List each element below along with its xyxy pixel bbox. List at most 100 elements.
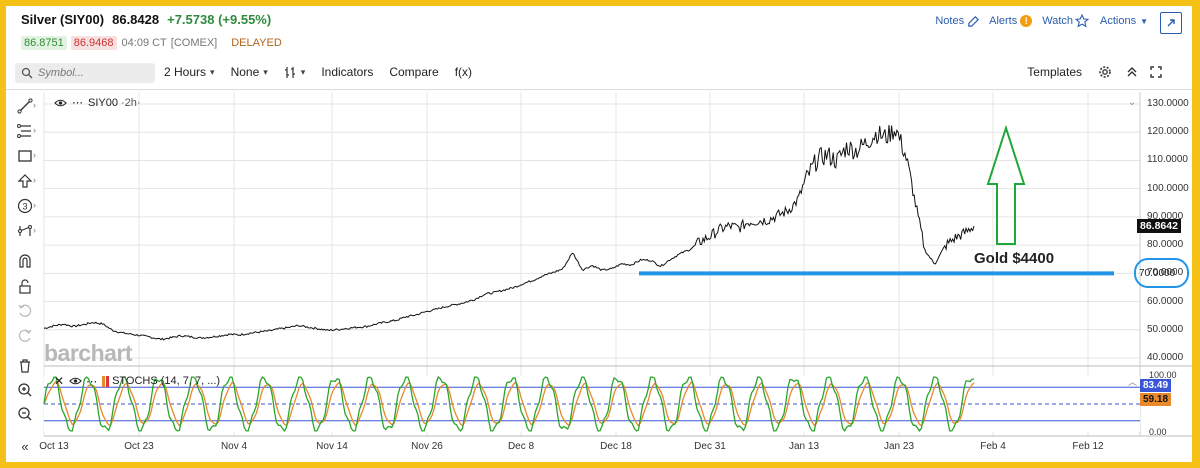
alerts-link[interactable]: Alerts !: [989, 15, 1033, 27]
price-change: +7.5738 (+9.55%): [167, 12, 272, 27]
time-axis-tick-label: Nov 26: [411, 441, 443, 452]
templates-button[interactable]: Templates: [1027, 65, 1082, 79]
undo-button[interactable]: [16, 302, 34, 320]
drawing-toolbar: › › › › 3 › › «: [6, 92, 40, 462]
svg-text:3: 3: [22, 202, 27, 212]
interval-select[interactable]: 2 Hours ▾: [164, 65, 215, 79]
symbol-input-placeholder: Symbol...: [38, 67, 84, 79]
alerts-label: Alerts: [989, 15, 1018, 27]
price-axis-tick-label: 130.0000: [1147, 98, 1189, 109]
chart-type-select[interactable]: ▾: [284, 66, 306, 79]
watch-link[interactable]: Watch: [1042, 14, 1089, 28]
chevron-down-icon: ▼: [1140, 16, 1148, 26]
ask-price: 86.9468: [70, 36, 117, 50]
eye-icon[interactable]: [69, 376, 82, 386]
trendline-icon: [17, 98, 33, 114]
zoom-in-icon: [18, 383, 32, 397]
price-axis-tick-label: 80.0000: [1147, 239, 1184, 251]
chart-app: Silver (SIY00) 86.8428 +7.5738 (+9.55%) …: [6, 6, 1192, 462]
header-actions: Notes Alerts ! Watch Actions ▼: [935, 14, 1148, 28]
redo-icon: [18, 329, 32, 342]
notes-label: Notes: [935, 15, 965, 27]
delete-drawings-button[interactable]: [16, 357, 34, 375]
stoch-axis-top: 100.00: [1149, 370, 1177, 380]
series-interval: ·2h·: [120, 96, 141, 109]
last-price-tag: 86.8642: [1137, 219, 1181, 233]
gear-icon[interactable]: [1098, 65, 1112, 79]
undo-icon: [18, 304, 32, 317]
fx-button[interactable]: f(x): [454, 65, 473, 79]
zoom-out-button[interactable]: [16, 405, 34, 423]
up-arrow-annotation: [986, 124, 1026, 245]
chevron-right-icon: ›: [33, 125, 36, 135]
arrow-up-icon: [17, 174, 33, 188]
shape-tool[interactable]: [16, 147, 34, 165]
pane-collapse-icon[interactable]: ⌄: [1128, 97, 1137, 108]
zoom-in-button[interactable]: [16, 381, 34, 399]
symbol-search[interactable]: Symbol...: [15, 63, 155, 83]
fibonacci-tool[interactable]: [16, 122, 34, 140]
close-icon[interactable]: ✕: [54, 374, 65, 388]
chevron-up-icon[interactable]: ︿: [1128, 377, 1138, 387]
collapse-up-icon[interactable]: [1126, 66, 1138, 78]
magnet-tool[interactable]: [16, 252, 34, 270]
time-axis-tick-label: Feb 4: [980, 441, 1006, 452]
star-icon: [1075, 14, 1089, 28]
fullscreen-icon[interactable]: [1150, 66, 1162, 78]
actions-label: Actions: [1100, 15, 1137, 27]
time-axis-tick-label: Dec 18: [600, 441, 632, 452]
indicator-color-swatch: [102, 375, 106, 387]
series-name: SIY00: [88, 96, 118, 109]
chevron-right-icon: ›: [33, 175, 36, 185]
edit-icon: [968, 15, 980, 27]
trash-icon: [20, 359, 30, 373]
more-options-icon[interactable]: ⋯: [86, 375, 98, 388]
eye-icon[interactable]: [54, 98, 67, 108]
support-annotation-label: Gold $4400: [974, 250, 1055, 267]
chevron-down-icon: ▾: [300, 66, 306, 77]
chevron-down-icon: ▾: [263, 66, 268, 77]
time-axis-tick-label: Dec 8: [507, 441, 535, 452]
interval-label: 2 Hours: [164, 65, 207, 79]
price-axis-tick-label: 70.0000: [1147, 267, 1184, 279]
chevron-right-icon: ›: [33, 100, 36, 110]
double-chevron-left-icon: «: [21, 438, 29, 454]
toolbar-divider: [6, 89, 1192, 90]
pattern-tool[interactable]: [16, 222, 34, 240]
unlock-icon: [19, 279, 31, 294]
highlighted-level-circle: [1134, 258, 1189, 288]
chart-toolbar: 2 Hours ▾ None ▾ ▾ Indicators Compare f(x): [164, 65, 488, 79]
lock-tool[interactable]: [16, 277, 34, 295]
price-axis-tick-label: 120.0000: [1147, 126, 1189, 138]
time-axis-tick-label: Feb 12: [1072, 441, 1104, 452]
redo-button[interactable]: [16, 327, 34, 345]
actions-menu[interactable]: Actions ▼: [1100, 15, 1148, 27]
overlay-select[interactable]: None ▾: [231, 65, 268, 79]
arrow-tool[interactable]: [16, 172, 34, 190]
collapse-toolbar-button[interactable]: «: [16, 437, 34, 455]
price-series-line: [43, 125, 975, 341]
expand-button[interactable]: [1160, 12, 1182, 34]
price-axis-tick-label: 90.0000: [1147, 210, 1184, 222]
chevron-right-icon: ›: [33, 200, 36, 210]
chevron-right-icon: ›: [33, 225, 36, 235]
indicator-name: STOCHS (14, 7, 7, ...): [112, 375, 221, 387]
price-axis-tick-label: 50.0000: [1147, 323, 1184, 335]
trendline-tool[interactable]: [16, 97, 34, 115]
numbered-circle-icon: 3: [17, 198, 33, 214]
compare-button[interactable]: Compare: [389, 65, 439, 79]
barchart-watermark: barchart: [44, 340, 133, 366]
price-axis-tick-label: 100.0000: [1147, 182, 1189, 194]
time-axis-tick-label: Jan 23: [883, 441, 915, 452]
stoch-k-tag: 83.49: [1140, 379, 1172, 392]
indicators-button[interactable]: Indicators: [321, 65, 374, 79]
number-label-tool[interactable]: 3: [16, 197, 34, 215]
fibonacci-icon: [17, 124, 31, 138]
indicator-color-swatch: [106, 375, 110, 387]
bid-price: 86.8751: [21, 36, 67, 50]
more-options-icon[interactable]: ⋯: [72, 97, 84, 109]
overlay-label: None: [230, 65, 260, 79]
last-price: 86.8428: [112, 12, 160, 27]
notes-link[interactable]: Notes: [935, 15, 980, 28]
series-legend: ⋯ SIY00 ·2h·: [54, 96, 141, 109]
